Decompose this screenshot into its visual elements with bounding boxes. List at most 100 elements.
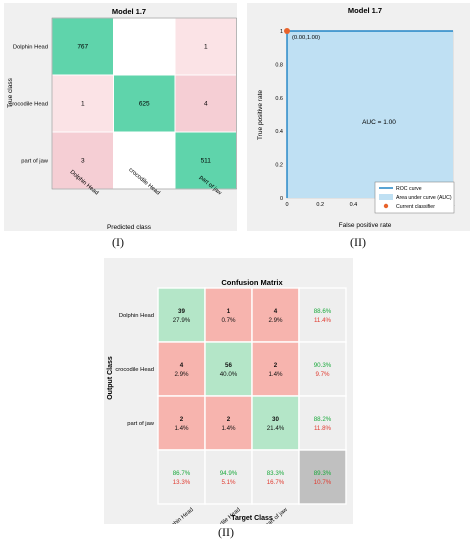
- cm-cell: [204, 287, 253, 343]
- roc-x-tick: 0: [285, 202, 288, 208]
- cm-col-summary: [204, 449, 253, 505]
- heatmap-row-label: part of jaw: [21, 159, 49, 165]
- cm-total-value: 89.3%: [314, 470, 332, 477]
- heatmap-chart: Model 1.7 767 11 625 43 511 Dolphin HeadDolp…: [7, 7, 237, 231]
- cm-row-summary-value: 11.4%: [314, 317, 332, 324]
- roc-xlabel: False positive rate: [339, 222, 392, 229]
- current-classifier-label: (0.00,1.00): [292, 35, 320, 41]
- cm-col-summary: [157, 449, 206, 505]
- cm-cell: [157, 395, 206, 451]
- cm-row-label: part of jaw: [127, 421, 155, 427]
- cm-cell-value: 1.4%: [268, 371, 283, 378]
- cm-row-summary: [298, 395, 347, 451]
- cm-row-summary-value: 88.6%: [314, 308, 332, 315]
- cm-cell-value: 0.7%: [221, 317, 236, 324]
- cm-row-summary: [298, 287, 347, 343]
- roc-ylabel: True positive rate: [257, 90, 264, 140]
- cm-col-summary-value: 86.7%: [173, 470, 191, 477]
- cm-cell: [157, 341, 206, 397]
- roc-x-tick: 0.2: [316, 202, 324, 208]
- heatmap-cell-value: 625: [139, 101, 150, 108]
- heatmap-row-label: Dolphin Head: [13, 45, 48, 51]
- cm-row-label: crocodile Head: [115, 367, 154, 373]
- cm-col-summary-value: 94.9%: [220, 470, 238, 477]
- cm-cell-value: 1.4%: [174, 425, 189, 432]
- cm-ylabel: Output Class: [107, 356, 114, 400]
- legend-area-swatch: [379, 194, 393, 200]
- cm-row-summary-value: 88.2%: [314, 416, 332, 423]
- panel-roc: Model 1.7 00.20.40.60.8100.20.40.60.81 (…: [247, 3, 470, 231]
- panel-confusion-matrix: Confusion Matrix 39 27.9% 1 0.7% 4 2.9% 88.6% 1…: [104, 258, 353, 524]
- roc-y-tick: 0: [280, 196, 283, 202]
- cm-cell-value: 1.4%: [221, 425, 236, 432]
- cm-cell-value: 27.9%: [173, 317, 191, 324]
- cm-title: Confusion Matrix: [221, 278, 283, 287]
- cm-col-summary-value: 83.3%: [267, 470, 285, 477]
- cm-cell-value: 39: [178, 308, 185, 315]
- cm-total-value: 10.7%: [314, 479, 332, 486]
- heatmap-cell-value: 3: [81, 158, 85, 165]
- heatmap-cell: [174, 17, 237, 76]
- cm-xlabel: Target Class: [231, 515, 273, 522]
- cm-col-summary-value: 5.1%: [221, 479, 236, 486]
- legend-point-label: Current classifier: [396, 204, 435, 210]
- heatmap-ylabel: True class: [7, 77, 14, 107]
- cm-cell-value: 2: [180, 416, 184, 423]
- heatmap-frame: [51, 17, 237, 190]
- heatmap-cell: [51, 74, 114, 133]
- heatmap-cell-value: 511: [201, 158, 212, 165]
- legend-roc-label: ROC curve: [396, 186, 422, 192]
- cm-cell-value: 2: [227, 416, 231, 423]
- cm-cell-value: 4: [180, 362, 184, 369]
- cm-row-summary: [298, 341, 347, 397]
- roc-chart: Model 1.7 00.20.40.60.8100.20.40.60.81 (…: [257, 6, 455, 229]
- cm-cell-value: 30: [272, 416, 279, 423]
- cm-row-summary-value: 90.3%: [314, 362, 332, 369]
- cm-cell: [251, 287, 300, 343]
- heatmap-cell: [51, 17, 114, 76]
- cm-col-label: Dolphin Head: [164, 507, 195, 524]
- caption-2: (II): [350, 235, 366, 249]
- cm-cell: [157, 287, 206, 343]
- cm-cell: [251, 395, 300, 451]
- roc-y-tick: 1: [280, 29, 283, 35]
- cm-col-summary-value: 16.7%: [267, 479, 285, 486]
- roc-y-tick: 0.2: [275, 163, 283, 169]
- cm-cell: [204, 395, 253, 451]
- roc-y-tick: 0.6: [275, 96, 283, 102]
- cm-cell-value: 4: [274, 308, 278, 315]
- legend-area-label: Area under curve (AUC): [396, 195, 452, 201]
- legend-point-swatch: [383, 203, 389, 209]
- roc-legend: ROC curve Area under curve (AUC) Current…: [374, 181, 455, 214]
- roc-y-tick: 0.4: [275, 129, 283, 135]
- cm-row-summary-value: 9.7%: [315, 371, 330, 378]
- heatmap-cell: [174, 131, 237, 190]
- cm-col-summary-value: 13.3%: [173, 479, 191, 486]
- cm-row-label: Dolphin Head: [119, 313, 154, 319]
- caption-1: (I): [112, 235, 124, 249]
- roc-y-tick: 0.8: [275, 62, 283, 68]
- cm-cell-value: 2: [274, 362, 278, 369]
- heatmap-cell: [113, 17, 176, 76]
- roc-title: Model 1.7: [348, 6, 382, 15]
- roc-auc-area: [287, 31, 453, 198]
- heatmap-cell-value: 1: [81, 101, 85, 108]
- heatmap-cell-value: 1: [204, 44, 208, 51]
- panel-heatmap: Model 1.7 767 1 1 625 4 3 511 Dolphin Head Dolp…: [4, 3, 237, 231]
- roc-x-tick: 0.4: [350, 202, 358, 208]
- heatmap-title: Model 1.7: [112, 7, 146, 16]
- cm-cell-value: 2.9%: [268, 317, 283, 324]
- auc-text: AUC = 1.00: [362, 119, 396, 126]
- confusion-matrix-chart: Confusion Matrix 3927.9%10.7%42.9%88.6%1…: [107, 278, 347, 524]
- cm-total: [298, 449, 347, 505]
- cm-cell-value: 1: [227, 308, 231, 315]
- cm-cell: [251, 341, 300, 397]
- heatmap-xlabel: Predicted class: [107, 224, 152, 231]
- caption-3: (II): [218, 525, 234, 539]
- heatmap-cell-value: 4: [204, 101, 208, 108]
- cm-cell-value: 56: [225, 362, 232, 369]
- cm-row-summary-value: 11.8%: [314, 425, 332, 432]
- current-classifier-point: [284, 28, 290, 34]
- cm-col-summary: [251, 449, 300, 505]
- cm-cell: [204, 341, 253, 397]
